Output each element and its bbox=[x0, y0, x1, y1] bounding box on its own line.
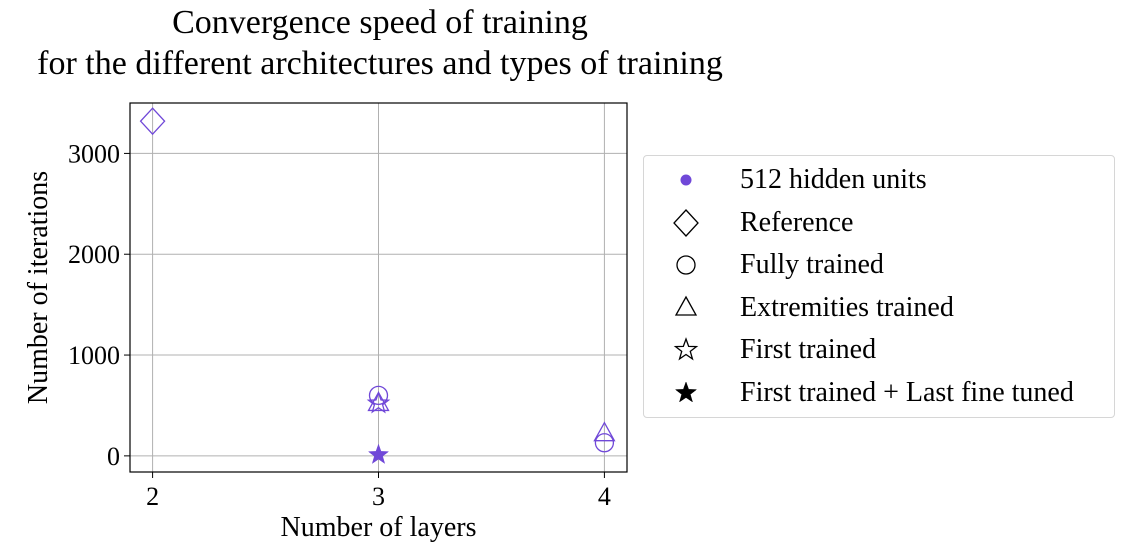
legend-marker-star-open-icon bbox=[644, 329, 728, 371]
legend-star-shape bbox=[673, 337, 699, 361]
y-axis-label: Number of iterations bbox=[23, 171, 54, 404]
grid-lines bbox=[130, 103, 627, 472]
legend-star-shape bbox=[674, 380, 698, 402]
first-trained-point bbox=[366, 391, 391, 414]
legend-marker-star-filled-icon bbox=[644, 372, 728, 414]
extremities-trained-point bbox=[593, 421, 616, 442]
legend-item: First trained + Last fine tuned bbox=[644, 372, 1074, 414]
fully-trained-point bbox=[368, 385, 389, 406]
legend-item: Reference bbox=[644, 202, 853, 244]
first-trained-last-fine-tuned-point bbox=[367, 443, 390, 464]
fully-trained-point bbox=[594, 433, 615, 453]
legend-marker-triangle-icon bbox=[644, 287, 728, 329]
plot-area-frame bbox=[129, 102, 628, 473]
axis-ticks: 2 3 4 0 1000 2000 3000 bbox=[68, 139, 611, 511]
legend-marker-diamond-icon bbox=[644, 202, 728, 244]
legend-item: 512 hidden units bbox=[644, 159, 927, 201]
x-tick-label: 2 bbox=[146, 482, 159, 511]
legend-dot-shape bbox=[680, 174, 692, 186]
legend-label: First trained bbox=[740, 334, 877, 365]
x-tick-label: 4 bbox=[598, 482, 611, 511]
legend-item: Extremities trained bbox=[644, 287, 954, 329]
legend-marker-circle-icon bbox=[644, 244, 728, 286]
legend-label: First trained + Last fine tuned bbox=[740, 376, 1074, 408]
x-tick-label: 3 bbox=[372, 482, 385, 511]
legend-label: 512 hidden units bbox=[740, 164, 927, 195]
legend-marker-dot-icon bbox=[644, 159, 728, 201]
data-points bbox=[139, 107, 616, 464]
y-tick-label: 1000 bbox=[68, 341, 120, 370]
reference-point bbox=[139, 107, 166, 136]
y-tick-label: 3000 bbox=[68, 139, 120, 168]
y-tick-label: 0 bbox=[107, 442, 120, 471]
legend: 512 hidden units Reference Fully trained Ex… bbox=[643, 155, 1115, 418]
legend-diamond-shape bbox=[673, 208, 699, 237]
y-tick-label: 2000 bbox=[68, 240, 120, 269]
chart-title-line-2: for the different architectures and type… bbox=[37, 45, 723, 82]
legend-label: Reference bbox=[740, 206, 854, 238]
x-axis-label: Number of layers bbox=[281, 512, 477, 543]
legend-label: Fully trained bbox=[740, 249, 884, 280]
legend-triangle-shape bbox=[674, 295, 698, 316]
legend-circle-shape bbox=[676, 255, 696, 275]
extremities-trained-point bbox=[367, 391, 390, 412]
legend-item: Fully trained bbox=[644, 244, 884, 286]
chart-title-line-1: Convergence speed of training bbox=[172, 4, 588, 41]
chart-title: Convergence speed of training for the di… bbox=[0, 2, 760, 84]
legend-item: First trained bbox=[644, 329, 876, 371]
legend-label: Extremities trained bbox=[740, 291, 954, 323]
